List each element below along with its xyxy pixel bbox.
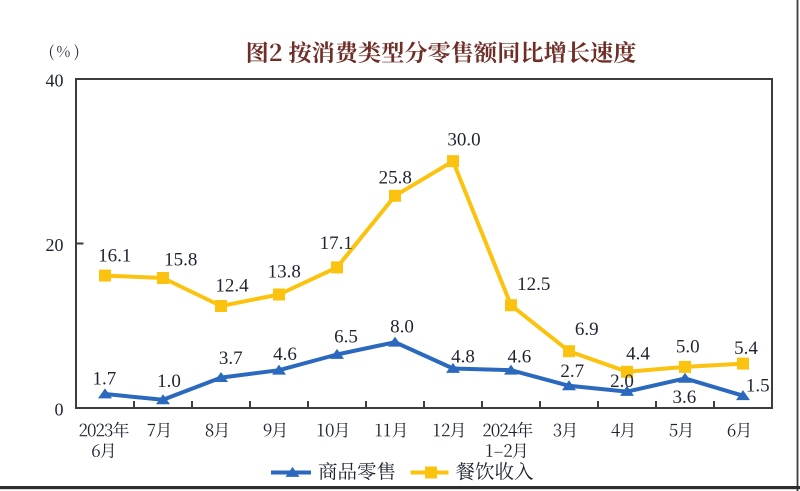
svg-text:1.7: 1.7: [93, 369, 117, 390]
svg-text:6.9: 6.9: [575, 319, 599, 340]
svg-text:13.8: 13.8: [268, 261, 301, 282]
svg-text:12.5: 12.5: [517, 274, 550, 295]
svg-text:1.5: 1.5: [746, 375, 770, 396]
svg-text:5.4: 5.4: [734, 338, 758, 359]
svg-text:6.5: 6.5: [334, 327, 358, 348]
svg-text:30.0: 30.0: [447, 130, 480, 151]
svg-text:3.6: 3.6: [673, 387, 697, 408]
svg-text:1.0: 1.0: [157, 371, 181, 392]
svg-text:8.0: 8.0: [390, 316, 414, 337]
svg-text:2.7: 2.7: [560, 361, 584, 382]
svg-text:15.8: 15.8: [164, 249, 197, 270]
svg-text:2.0: 2.0: [610, 371, 634, 392]
svg-text:0: 0: [55, 399, 64, 419]
svg-text:3.7: 3.7: [219, 348, 243, 369]
svg-text:16.1: 16.1: [98, 245, 131, 266]
svg-text:12.4: 12.4: [215, 275, 249, 296]
svg-text:4.4: 4.4: [626, 343, 650, 364]
svg-text:25.8: 25.8: [379, 168, 412, 189]
svg-text:40: 40: [46, 70, 64, 90]
svg-text:17.1: 17.1: [320, 233, 353, 254]
svg-text:4.6: 4.6: [508, 346, 532, 367]
svg-text:4.8: 4.8: [451, 346, 475, 367]
svg-text:5.0: 5.0: [676, 336, 700, 357]
svg-text:20: 20: [46, 235, 64, 255]
svg-text:4.6: 4.6: [273, 344, 297, 365]
